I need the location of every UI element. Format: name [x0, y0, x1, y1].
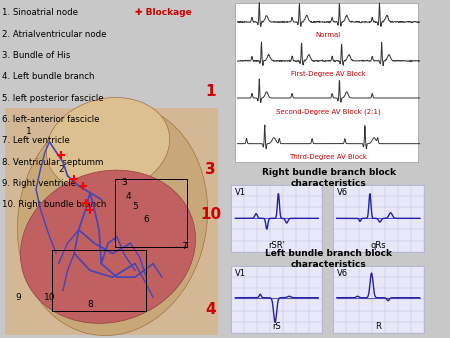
Text: 7. Left ventricle: 7. Left ventricle [2, 136, 70, 145]
Text: 5: 5 [132, 202, 138, 211]
Text: 7: 7 [182, 242, 187, 251]
Text: V6: V6 [337, 269, 348, 278]
Text: 3: 3 [205, 162, 216, 176]
Text: 5. left posterior fascicle: 5. left posterior fascicle [2, 94, 104, 103]
FancyBboxPatch shape [231, 266, 322, 333]
Text: 6. left-anterior fascicle: 6. left-anterior fascicle [2, 115, 100, 124]
Text: Normal: Normal [316, 32, 341, 38]
Ellipse shape [18, 104, 207, 336]
Text: V1: V1 [235, 269, 246, 278]
Text: 4: 4 [205, 302, 216, 317]
Text: V6: V6 [337, 188, 348, 197]
Text: R: R [375, 322, 381, 331]
Text: 10. Right bundle branch: 10. Right bundle branch [2, 200, 107, 209]
Text: ✚ Blockage: ✚ Blockage [135, 8, 192, 18]
Text: qRs: qRs [370, 241, 386, 250]
Text: 2: 2 [58, 165, 63, 173]
Text: 3. Bundle of His: 3. Bundle of His [2, 51, 71, 60]
FancyBboxPatch shape [4, 108, 218, 335]
Text: 9. Right ventricle: 9. Right ventricle [2, 179, 76, 188]
FancyBboxPatch shape [333, 185, 424, 252]
Text: 1: 1 [205, 84, 216, 99]
FancyBboxPatch shape [235, 3, 418, 162]
Text: Second-Degree AV Block (2:1): Second-Degree AV Block (2:1) [276, 108, 381, 115]
FancyBboxPatch shape [333, 266, 424, 333]
Text: First-Degree AV Block: First-Degree AV Block [291, 71, 366, 77]
Text: Left bundle branch block
characteristics: Left bundle branch block characteristics [265, 249, 392, 269]
Text: rSR': rSR' [268, 241, 285, 250]
Text: 6: 6 [144, 215, 149, 224]
Text: 10: 10 [200, 207, 221, 222]
Text: 8: 8 [87, 300, 93, 309]
Ellipse shape [46, 97, 170, 193]
Text: Right bundle branch block
characteristics: Right bundle branch block characteristic… [261, 168, 396, 188]
Text: 3: 3 [121, 178, 126, 187]
Text: 4: 4 [126, 192, 131, 200]
Text: 10: 10 [44, 293, 55, 302]
Text: 1. Sinoatrial node: 1. Sinoatrial node [2, 8, 78, 18]
Text: 9: 9 [15, 293, 21, 302]
Text: 1: 1 [27, 127, 32, 136]
Text: 8. Ventricular septumm: 8. Ventricular septumm [2, 158, 104, 167]
Ellipse shape [20, 170, 196, 323]
Text: 4. Left bundle branch: 4. Left bundle branch [2, 72, 95, 81]
FancyBboxPatch shape [231, 185, 322, 252]
Text: V1: V1 [235, 188, 246, 197]
Text: rS: rS [272, 322, 281, 331]
Text: Third-Degree AV Block: Third-Degree AV Block [289, 154, 368, 160]
Text: 2. Atrialventricular node: 2. Atrialventricular node [2, 30, 107, 39]
